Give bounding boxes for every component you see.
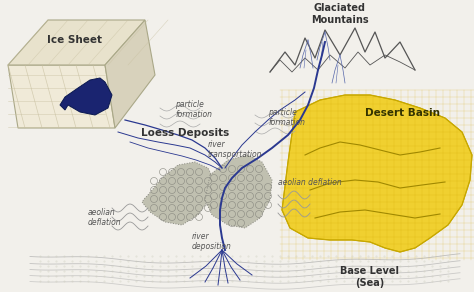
Polygon shape — [105, 20, 155, 128]
Text: river
transportation: river transportation — [208, 140, 263, 159]
Polygon shape — [142, 162, 215, 225]
Text: Ice Sheet: Ice Sheet — [47, 35, 102, 45]
Text: Loess Deposits: Loess Deposits — [141, 128, 229, 138]
Text: aeolian
deflation: aeolian deflation — [88, 208, 122, 227]
Polygon shape — [8, 65, 115, 128]
Polygon shape — [282, 95, 472, 252]
Text: river
deposition: river deposition — [192, 232, 232, 251]
Text: particle
formation: particle formation — [175, 100, 212, 119]
Text: aeolian deflation: aeolian deflation — [278, 178, 342, 187]
Text: Glaciated
Mountains: Glaciated Mountains — [311, 3, 369, 25]
Polygon shape — [8, 20, 145, 65]
Text: Desert Basin: Desert Basin — [365, 108, 440, 118]
Text: particle
formation: particle formation — [268, 108, 305, 127]
Text: Base Level
(Sea): Base Level (Sea) — [340, 266, 400, 288]
Polygon shape — [205, 155, 272, 228]
Polygon shape — [60, 78, 112, 115]
